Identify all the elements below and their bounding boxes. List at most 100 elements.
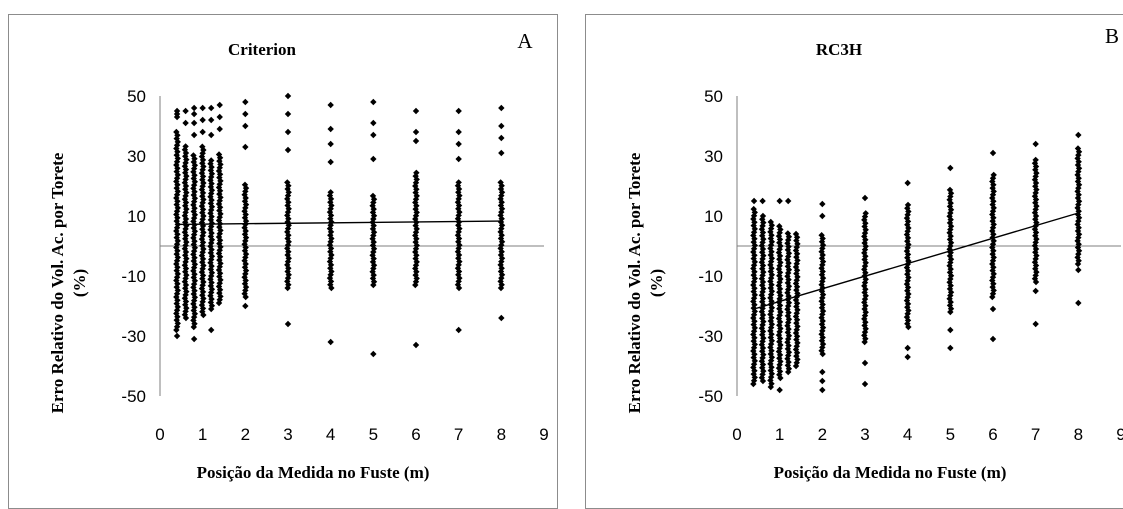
data-point [819,368,826,376]
data-point [284,235,291,242]
data-point [190,152,197,159]
data-point [208,116,215,124]
x-tick-label: 0 [732,425,741,444]
y-axis-label-unit: (%) [70,269,89,297]
data-point [216,240,223,247]
data-point [191,287,198,294]
data-point [413,169,420,176]
data-point [412,341,420,349]
data-point [190,335,198,343]
point-column [758,197,767,385]
data-point [1074,194,1082,202]
point-column [190,104,199,343]
x-tick-label: 0 [155,425,164,444]
data-point [989,244,996,251]
data-point [216,101,223,109]
data-point [241,181,249,188]
point-column [784,197,793,376]
data-point [819,291,827,298]
chart-title: Criterion [228,40,297,59]
x-tick-label: 5 [369,425,378,444]
data-point [1074,211,1082,218]
data-point [1074,145,1082,152]
data-point [750,354,757,361]
data-point [216,280,223,287]
y-tick-label: -10 [698,267,723,286]
data-point [904,271,911,278]
data-point [412,199,419,206]
scatter-chart-criterion: A Criterion Posição da Medida no Fuste (… [8,14,558,509]
data-point [216,125,223,133]
y-axis-label: Erro Relativo do Vol. Ac. por Torete [48,152,67,413]
data-point [208,131,215,139]
data-point [242,98,249,106]
data-point [199,116,206,124]
data-point [1033,235,1040,243]
data-point [1032,179,1040,187]
data-point [1033,202,1040,210]
data-point [819,235,826,242]
data-point [455,128,462,136]
data-point [370,119,377,127]
data-point [947,216,954,223]
data-point [989,227,996,235]
plot-area: -50 -30 -10 10 30 50 0 1 2 3 4 5 6 7 8 9 [121,87,548,444]
data-point [200,179,207,187]
data-point [241,274,248,281]
data-point [819,350,826,358]
x-tick-label: 9 [539,425,548,444]
data-point [1074,227,1082,235]
point-column [750,197,758,388]
data-point [241,290,248,297]
data-point [861,223,868,230]
data-point [775,364,783,372]
data-point [947,265,954,273]
data-point [173,211,180,218]
data-point [861,194,869,202]
data-point [904,205,911,212]
point-column [946,164,955,352]
data-point [190,198,198,205]
x-tick-label: 6 [988,425,997,444]
data-point [242,143,249,151]
data-point [759,197,766,205]
data-point [327,125,334,133]
data-point [819,386,826,394]
data-point [498,314,505,322]
x-tick-label: 3 [860,425,869,444]
data-point [208,104,215,112]
data-point [216,174,223,181]
data-point [946,196,953,203]
data-point [1033,219,1040,226]
data-point [173,326,180,334]
data-point [200,212,207,220]
data-point [1074,221,1081,228]
data-point [327,101,334,109]
data-point [989,178,996,185]
data-point [819,317,826,325]
trendline [753,212,1079,310]
data-point [242,302,249,310]
data-point [412,215,419,223]
data-point [1074,171,1081,179]
data-point [190,104,198,112]
data-point [498,134,505,142]
data-point [989,335,997,343]
data-point [190,131,198,139]
data-point [208,326,215,334]
data-point [370,350,377,358]
data-point [775,331,783,339]
data-point [190,165,198,172]
data-point [905,323,912,331]
chart-frame [585,14,1123,509]
data-point [904,320,911,327]
data-point [1033,169,1040,177]
data-point [946,279,953,286]
data-point [946,262,953,269]
y-tick-label: -30 [698,327,723,346]
data-point [905,274,912,281]
x-tick-label: 4 [326,425,335,444]
data-point [904,304,911,311]
y-tick-label: -30 [121,327,146,346]
data-point [1074,244,1082,251]
